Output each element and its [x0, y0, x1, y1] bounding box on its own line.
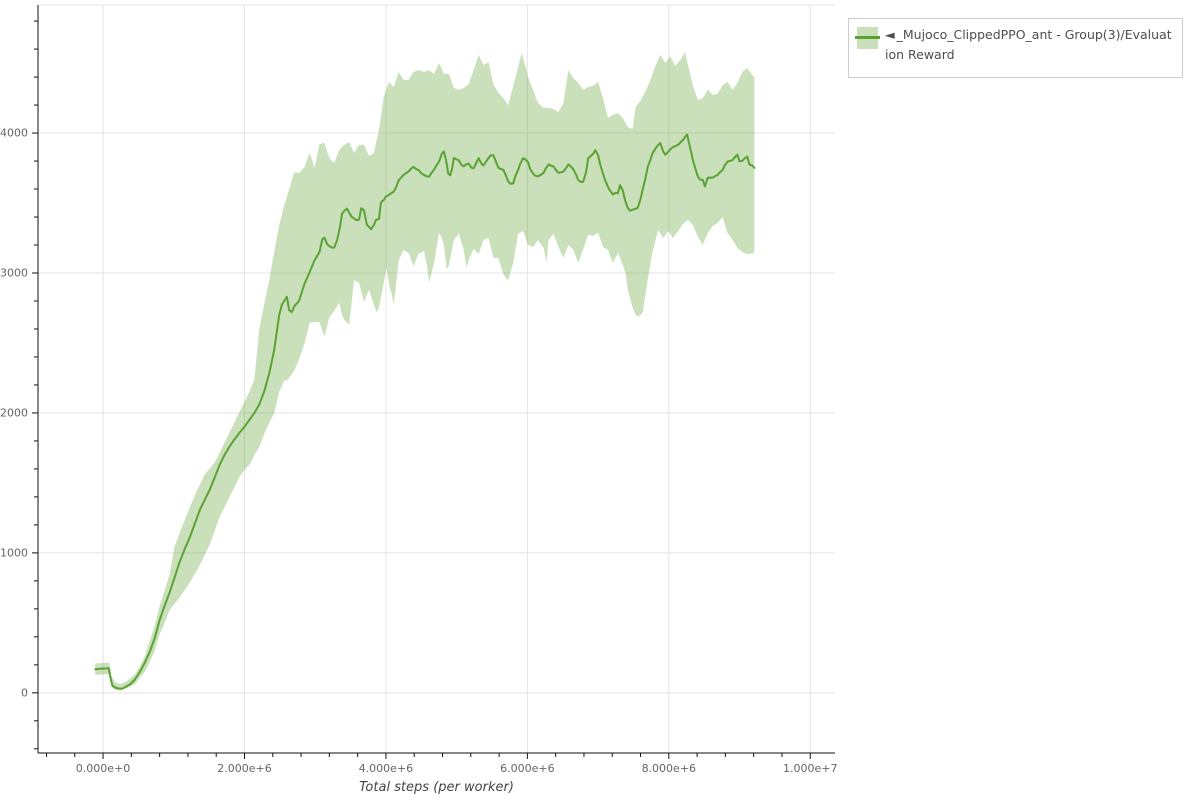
svg-text:3000: 3000 [0, 267, 28, 280]
svg-text:4.000e+6: 4.000e+6 [359, 762, 413, 775]
x-tick-labels: 0.000e+0 2.000e+6 4.000e+6 6.000e+6 8.000e+6… [76, 762, 838, 775]
svg-text:2000: 2000 [0, 406, 28, 419]
svg-text:Total steps (per worker): Total steps (per worker) [359, 780, 514, 795]
grid-lines [38, 4, 835, 753]
legend-series-marker-icon: ◄ [885, 27, 895, 42]
svg-text:1.000e+7: 1.000e+7 [783, 762, 837, 775]
legend-label: ◄ _Mujoco_ClippedPPO_ant - Group(3)/Evalu… [885, 25, 1174, 71]
mean-line [94, 133, 756, 690]
legend-label-text: _Mujoco_ClippedPPO_ant - Group(3)/Evalua… [885, 27, 1172, 62]
svg-text:2.000e+6: 2.000e+6 [217, 762, 271, 775]
legend: ◄ _Mujoco_ClippedPPO_ant - Group(3)/Evalu… [848, 18, 1183, 78]
axis-ticks [32, 20, 811, 759]
svg-text:0.000e+0: 0.000e+0 [76, 762, 130, 775]
svg-text:0: 0 [21, 686, 28, 699]
svg-text:1000: 1000 [0, 546, 28, 559]
legend-item[interactable]: ◄ _Mujoco_ClippedPPO_ant - Group(3)/Evalu… [855, 25, 1174, 71]
svg-text:6.000e+6: 6.000e+6 [500, 762, 554, 775]
axes [37, 5, 835, 754]
svg-text:4000: 4000 [0, 127, 28, 140]
legend-line-swatch [855, 36, 880, 39]
legend-band-swatch [855, 27, 880, 49]
svg-text:8.000e+6: 8.000e+6 [642, 762, 696, 775]
y-tick-labels: 0 1000 2000 3000 4000 [0, 127, 28, 700]
x-axis-title: Total steps (per worker) [359, 780, 514, 795]
confidence-band [95, 51, 755, 691]
